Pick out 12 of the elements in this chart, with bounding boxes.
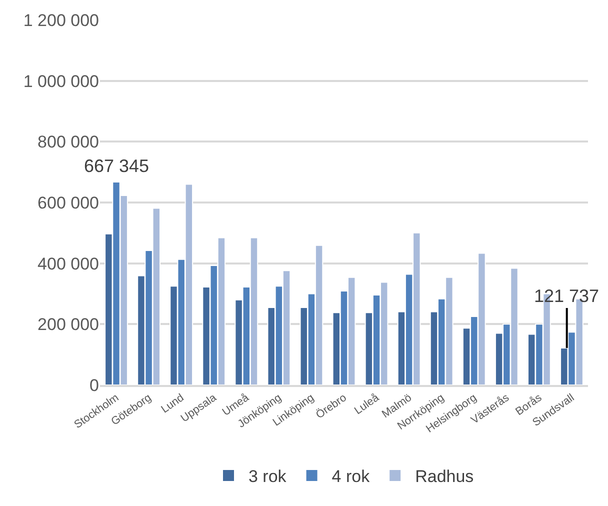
y-tick-label: 1 000 000 (23, 72, 99, 91)
legend-label: 4 rok (332, 467, 370, 486)
y-tick-label: 600 000 (38, 193, 99, 212)
y-tick-label: 1 200 000 (23, 10, 99, 30)
legend-label: Radhus (415, 467, 474, 486)
annotation: 121 737 (534, 286, 600, 306)
y-tick-label: 800 000 (38, 132, 99, 152)
legend-label: 3 rok (248, 467, 287, 486)
annotation: 667 345 (84, 156, 150, 176)
y-tick-label: 0 (90, 376, 99, 395)
y-tick-label: 200 000 (38, 315, 99, 334)
y-tick-label: 400 000 (38, 254, 99, 274)
